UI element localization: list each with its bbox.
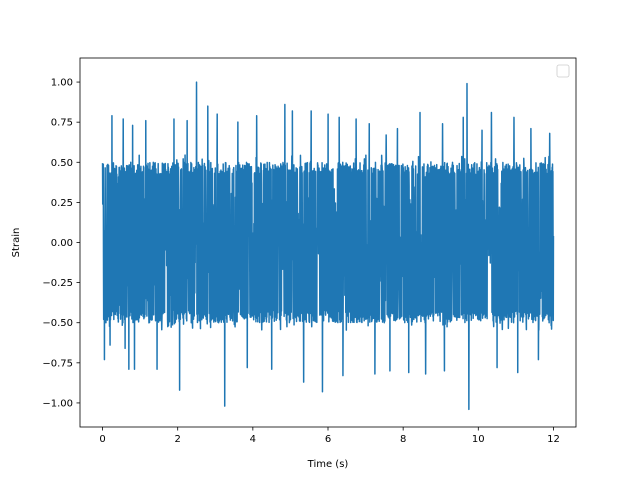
x-tick-label: 12 <box>547 434 560 445</box>
x-tick-label: 4 <box>250 434 256 445</box>
x-tick-label: 8 <box>400 434 406 445</box>
series-line <box>101 81 555 411</box>
legend <box>556 64 570 78</box>
series-group <box>101 81 555 411</box>
x-tick-label: 10 <box>472 434 485 445</box>
y-tick-label: 1.00 <box>51 78 73 89</box>
y-tick-label: 0.25 <box>51 198 73 209</box>
x-tick-label: 0 <box>99 434 105 445</box>
y-axis-label: Strain <box>11 228 22 258</box>
x-axis-label: Time (s) <box>307 459 349 470</box>
y-axis: −1.00 −0.75 −0.50 −0.25 0.00 0.25 0.50 0.75 1.00 <box>42 78 80 409</box>
x-axis: 0 2 4 6 8 10 12 <box>99 427 560 445</box>
x-tick-label: 6 <box>325 434 331 445</box>
x-tick-label: 2 <box>175 434 181 445</box>
y-tick-label: −0.75 <box>42 358 73 369</box>
y-tick-label: −0.50 <box>42 318 73 329</box>
y-tick-label: 0.75 <box>51 118 73 129</box>
y-tick-label: −1.00 <box>42 398 73 409</box>
y-tick-label: −0.25 <box>42 278 73 289</box>
y-tick-label: 0.50 <box>51 158 73 169</box>
y-tick-label: 0.00 <box>51 238 73 249</box>
